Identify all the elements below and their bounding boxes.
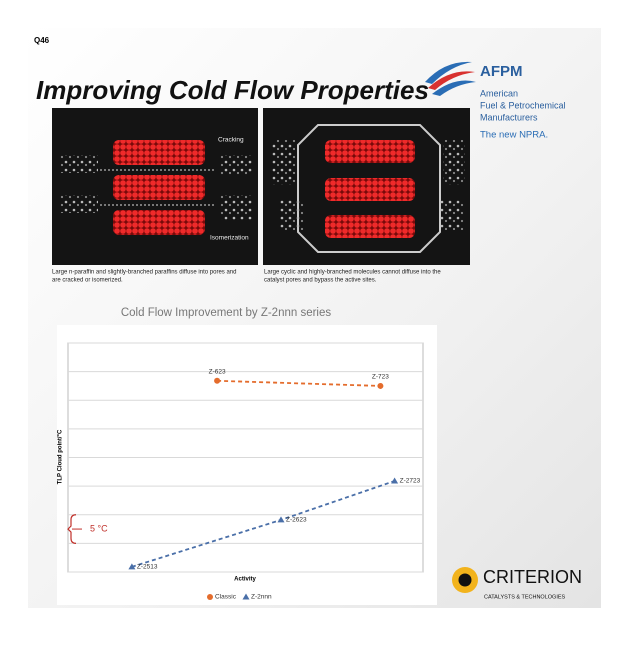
point-marker (128, 563, 136, 570)
panel-label: Isomerization (210, 235, 249, 242)
series-line (217, 379, 381, 387)
legend-marker (242, 593, 250, 600)
point-label: Z-2623 (286, 517, 307, 524)
brand-tagline: CATALYSTS & TECHNOLOGIES (484, 594, 566, 600)
legend-label: Z-2nnn (251, 594, 272, 601)
corner-label: Q46 (34, 36, 50, 45)
panel-caption: catalyst pores and bypass the active sit… (264, 278, 377, 284)
left-diagram: Cracking Isomerization (52, 108, 258, 265)
panel-label: Cracking (218, 137, 244, 144)
panel-caption: Large cyclic and highly-branched molecul… (264, 270, 441, 276)
panel-caption: are cracked or isomerized. (52, 278, 123, 284)
point-marker (214, 377, 221, 384)
logo-line: American (480, 88, 518, 98)
chart-title: Cold Flow Improvement by Z-2nnn series (121, 307, 332, 319)
point-label: Z-623 (209, 369, 226, 376)
legend-marker (207, 594, 213, 600)
logo-line: Manufacturers (480, 112, 538, 122)
legend-label: Classic (215, 594, 237, 601)
point-label: Z-2513 (137, 564, 158, 571)
afpm-logo: AFPM American Fuel & Petrochemical Manuf… (425, 61, 566, 141)
right-diagram (263, 108, 470, 265)
logo-line: Fuel & Petrochemical (480, 100, 566, 110)
point-marker (277, 516, 285, 523)
slide-title: Improving Cold Flow Properties (36, 75, 429, 105)
y-axis-label: TLP Cloud point/°C (58, 429, 64, 484)
x-axis-label: Activity (234, 577, 256, 583)
chart-panel (57, 325, 437, 605)
point-label: Z-723 (372, 374, 389, 381)
point-marker (391, 477, 399, 484)
panel-caption: Large n-paraffin and slightly-branched p… (52, 270, 236, 276)
brand-name: CRITERION (483, 567, 582, 587)
logo-tagline: The new NPRA. (480, 130, 548, 141)
criterion-logo: CRITERION CATALYSTS & TECHNOLOGIES (452, 567, 582, 600)
annotation-bracket (67, 514, 77, 544)
point-marker (377, 382, 384, 389)
point-label: Z-2723 (400, 478, 421, 485)
logo-name: AFPM (480, 63, 523, 80)
annotation-text: 5 °C (90, 523, 108, 533)
